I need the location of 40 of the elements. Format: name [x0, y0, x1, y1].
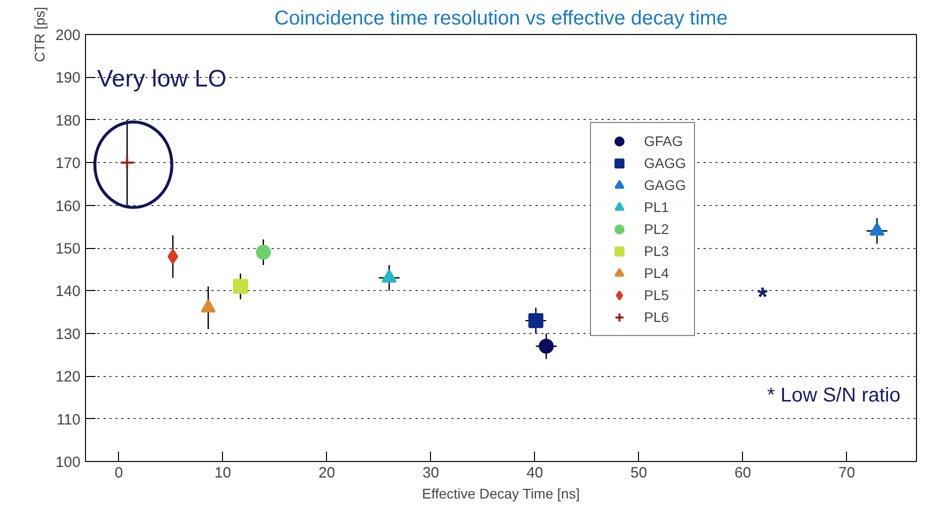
x-tick-label: 30: [422, 464, 440, 482]
legend-label: PL3: [644, 243, 669, 259]
annotation: Very low LO: [97, 66, 226, 93]
y-tick-label: 190: [55, 70, 81, 87]
x-tick-label: 0: [114, 464, 123, 482]
x-tick-label: 60: [734, 464, 752, 482]
y-tick-label: 160: [55, 198, 81, 215]
legend-label: PL5: [644, 287, 669, 303]
x-tick-label: 10: [214, 464, 232, 482]
point: [168, 249, 178, 264]
y-tick-label: 180: [55, 112, 81, 130]
x-tick-label: 40: [526, 464, 544, 482]
y-tick-label: 100: [55, 454, 81, 471]
y-tick-label: 130: [55, 326, 81, 343]
x-axis-title: Effective Decay Time [ns]: [422, 486, 580, 502]
y-tick-label: 120: [55, 368, 81, 386]
point: [538, 338, 554, 354]
point: [528, 313, 544, 328]
legend-label: GFAG: [644, 133, 683, 149]
y-axis-title: CTR [ps]: [31, 6, 48, 62]
point: [120, 155, 135, 170]
legend-label: GAGG: [644, 177, 686, 193]
y-tick-label: 150: [55, 240, 81, 258]
x-tick-label: 20: [318, 464, 336, 482]
legend-label: PL1: [644, 199, 669, 215]
x-tick-label: 50: [630, 464, 648, 482]
x-tick-label: 70: [838, 464, 856, 482]
legend-label: GAGG: [644, 155, 686, 171]
legend-label: PL4: [644, 265, 669, 281]
point: [256, 244, 271, 260]
y-tick-label: 200: [55, 27, 81, 44]
annotation: *: [758, 282, 768, 312]
point: [232, 278, 248, 294]
legend-label: PL2: [644, 221, 669, 237]
y-tick-label: 110: [56, 411, 81, 428]
chart-title: Coincidence time resolution vs effective decay time: [274, 8, 728, 30]
annotation: * Low S/N ratio: [767, 384, 900, 406]
y-tick-label: 170: [55, 155, 81, 172]
legend-label: PL6: [644, 309, 669, 325]
y-tick-label: 140: [55, 283, 81, 300]
